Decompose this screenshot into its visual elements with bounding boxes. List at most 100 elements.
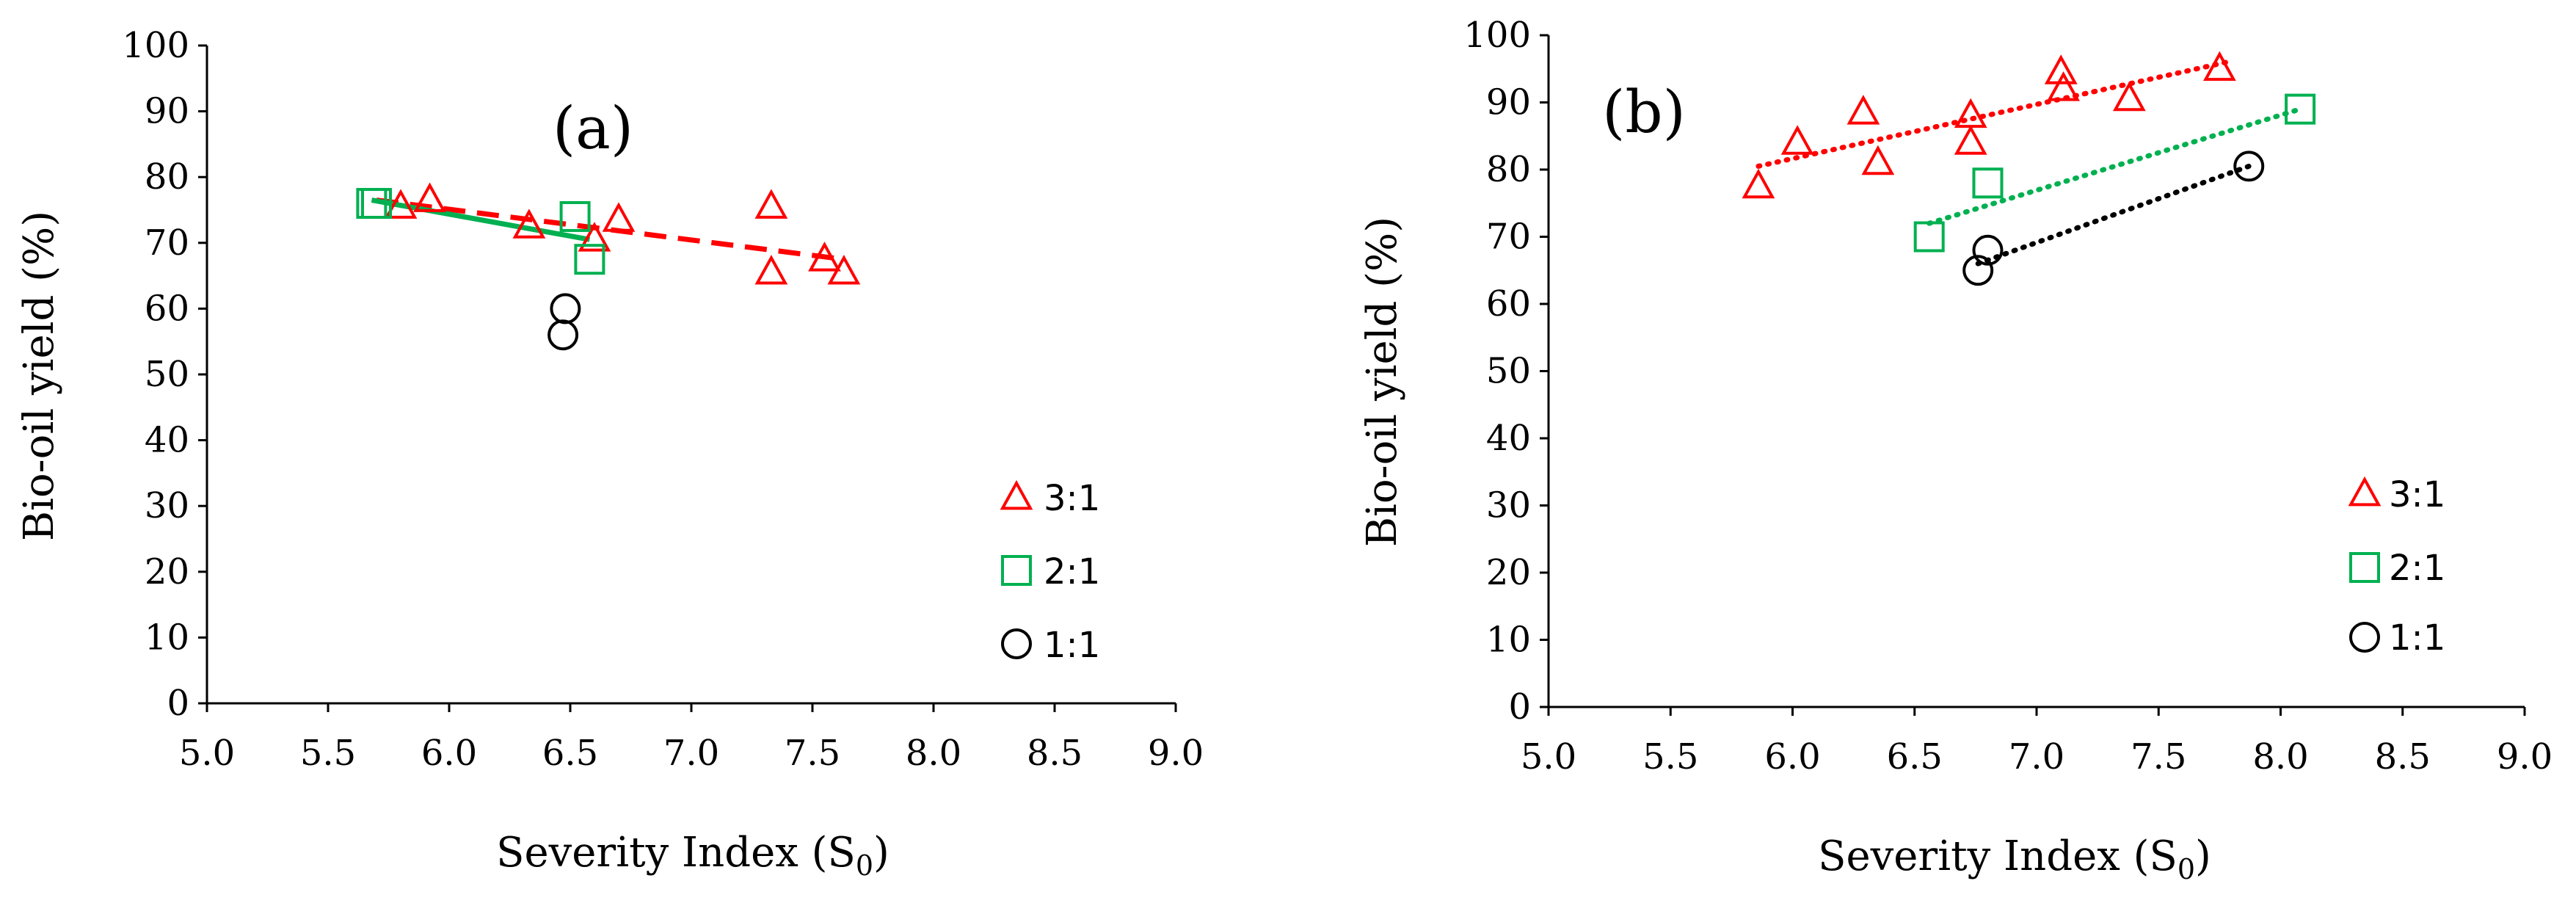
chart-a-xtick-label: 8.5	[1027, 733, 1083, 774]
chart-b-point-31	[1954, 98, 1987, 128]
chart-b-point-31	[2112, 81, 2146, 112]
chart-a-point-31	[512, 208, 546, 239]
chart-b-ytick-label: 50	[1486, 351, 1531, 392]
chart-a-point-31	[754, 189, 788, 219]
chart-b-trendline-31	[1755, 59, 2230, 169]
chart-b-ytick-label: 80	[1486, 149, 1531, 190]
chart-b-ylabel: Bio-oil yield (%)	[1358, 217, 1406, 547]
chart-a-legend-symbol-31	[1000, 479, 1033, 510]
chart-b-point-31	[2047, 71, 2080, 101]
chart-a-yticklabels: 0 10 20 30 40 50 60 70 80 90 100	[122, 25, 189, 724]
chart-b-markers	[1742, 51, 2316, 286]
chart-b-point-11	[2233, 150, 2265, 182]
chart-a-ytick-label: 90	[145, 91, 189, 132]
chart-a-point-11	[547, 319, 579, 351]
chart-b-ytick-label: 40	[1486, 418, 1531, 459]
chart-b-legend-marker-31	[2348, 476, 2382, 507]
chart-a-xticklabels: 5.0 5.5 6.0 6.5 7.0 7.5 8.0 8.5 9.0	[179, 733, 1204, 774]
chart-a-legend-label-21: 2:1	[1044, 551, 1100, 592]
chart-b-xlabel-subscript: 0	[2177, 853, 2195, 885]
chart-b-ytick-label: 10	[1486, 620, 1531, 661]
chart-b-xlabel-main: Severity Index (S	[1818, 833, 2177, 880]
chart-a-xtick-label: 6.5	[542, 733, 598, 774]
chart-a-markers	[356, 182, 861, 351]
chart-b-point-11	[1972, 234, 2004, 266]
chart-b-trendline-11	[1975, 163, 2252, 266]
chart-b-xtick-label: 8.0	[2252, 736, 2308, 777]
chart-a-xtick-label: 9.0	[1148, 733, 1204, 774]
chart-a-legend-marker-21	[1001, 555, 1032, 586]
chart-b-point-21	[1972, 167, 2004, 199]
chart-a-ytick-label: 70	[145, 222, 189, 264]
chart-b-point-11	[1962, 255, 1994, 286]
chart-b-legend-symbol-11	[2349, 622, 2380, 653]
chart-a-trendline-31	[376, 197, 845, 262]
chart-a-ytick-label: 80	[145, 156, 189, 197]
chart-b-ytick-label: 70	[1486, 217, 1531, 258]
chart-b-point-31	[2202, 51, 2236, 81]
chart-b-trendlines	[1755, 59, 2303, 266]
chart-b-ytick-label: 0	[1508, 686, 1531, 728]
chart-b-xticklabels: 5.0 5.5 6.0 6.5 7.0 7.5 8.0 8.5 9.0	[1521, 736, 2553, 777]
chart-b-point-31	[2044, 54, 2078, 84]
chart-b-ytick-label: 60	[1486, 283, 1531, 324]
chart-a-legend-symbol-21	[1001, 555, 1032, 586]
chart-a-xtick-label: 8.0	[906, 733, 961, 774]
chart-a-legend-marker-11	[1001, 628, 1032, 659]
chart-a-ytick-label: 50	[145, 354, 189, 395]
chart-b-ytick-label: 100	[1463, 15, 1531, 56]
chart-a-legend-marker-31	[1000, 479, 1033, 510]
chart-a-xtick-label: 5.5	[300, 733, 356, 774]
chart-b-legend-marker-11	[2349, 622, 2380, 653]
chart-b: 0 10 20 30 40 50 60 70 80 90 100 5.0 5.5 6.0 6.5 7.0 7.…	[1358, 15, 2553, 885]
chart-a-legend-label-31: 3:1	[1044, 478, 1100, 519]
chart-b-ytick-label: 30	[1486, 485, 1531, 526]
chart-b-ytick-label: 90	[1486, 82, 1531, 123]
chart-b-xlabel-close: )	[2195, 833, 2211, 880]
chart-a-point-21	[559, 200, 591, 232]
chart-b-xtick-label: 5.5	[1642, 736, 1698, 777]
chart-a-ytick-label: 60	[145, 288, 189, 329]
chart-b-xtick-label: 8.5	[2375, 736, 2431, 777]
chart-a-xtick-label: 7.0	[663, 733, 719, 774]
chart-b-xtick-label: 6.5	[1887, 736, 1943, 777]
chart-b-xtick-label: 5.0	[1521, 736, 1576, 777]
chart-a-ylabel: Bio-oil yield (%)	[15, 211, 63, 541]
chart-b-point-31	[1847, 95, 1880, 125]
chart-b-legend-label-21: 2:1	[2389, 548, 2445, 589]
chart-a-point-31	[578, 222, 611, 252]
chart-a-ytick-label: 20	[145, 551, 189, 592]
chart-a-point-31	[384, 189, 418, 219]
chart-b-xtick-label: 6.0	[1764, 736, 1820, 777]
chart-b-point-31	[1742, 168, 1775, 199]
chart-a-ytick-label: 10	[145, 617, 189, 658]
chart-a-ytick-label: 0	[167, 683, 189, 724]
chart-b-legend-label-31: 3:1	[2389, 474, 2445, 515]
chart-a-xtick-label: 7.5	[785, 733, 840, 774]
chart-b-point-31	[1780, 125, 1814, 155]
chart-a-xlabel-close: )	[873, 829, 889, 877]
chart-a-point-31	[808, 242, 841, 272]
chart-a: 0 10 20 30 40 50 60 70 80 90 100 5.0 5.5 6.0 6.5 7.0 7.…	[15, 25, 1204, 882]
chart-b-panel-label: (b)	[1602, 78, 1686, 146]
chart-b-point-31	[1861, 145, 1895, 175]
chart-a-xtick-label: 5.0	[179, 733, 235, 774]
chart-b-ytick-label: 20	[1486, 552, 1531, 593]
chart-a-point-31	[754, 255, 788, 285]
chart-a-xlabel: Severity Index (S0)	[496, 829, 889, 882]
chart-a-legend: 3:1 2:1 1:1	[1000, 478, 1100, 666]
chart-a-panel-label: (a)	[553, 94, 633, 162]
chart-b-point-21	[2285, 93, 2316, 125]
chart-a-point-11	[550, 293, 581, 324]
chart-b-xlabel: Severity Index (S0)	[1818, 833, 2211, 885]
chart-b-trendline-21	[1926, 106, 2303, 226]
chart-b-legend-label-11: 1:1	[2389, 617, 2445, 659]
chart-a-ytick-label: 100	[122, 25, 189, 66]
chart-b-point-21	[1913, 221, 1945, 253]
chart-a-ytick-label: 40	[145, 420, 189, 461]
chart-a-xlabel-subscript: 0	[856, 849, 873, 882]
chart-a-trendline-21	[371, 197, 591, 242]
chart-b-legend-marker-21	[2349, 552, 2380, 583]
chart-b-point-31	[1954, 125, 1987, 155]
